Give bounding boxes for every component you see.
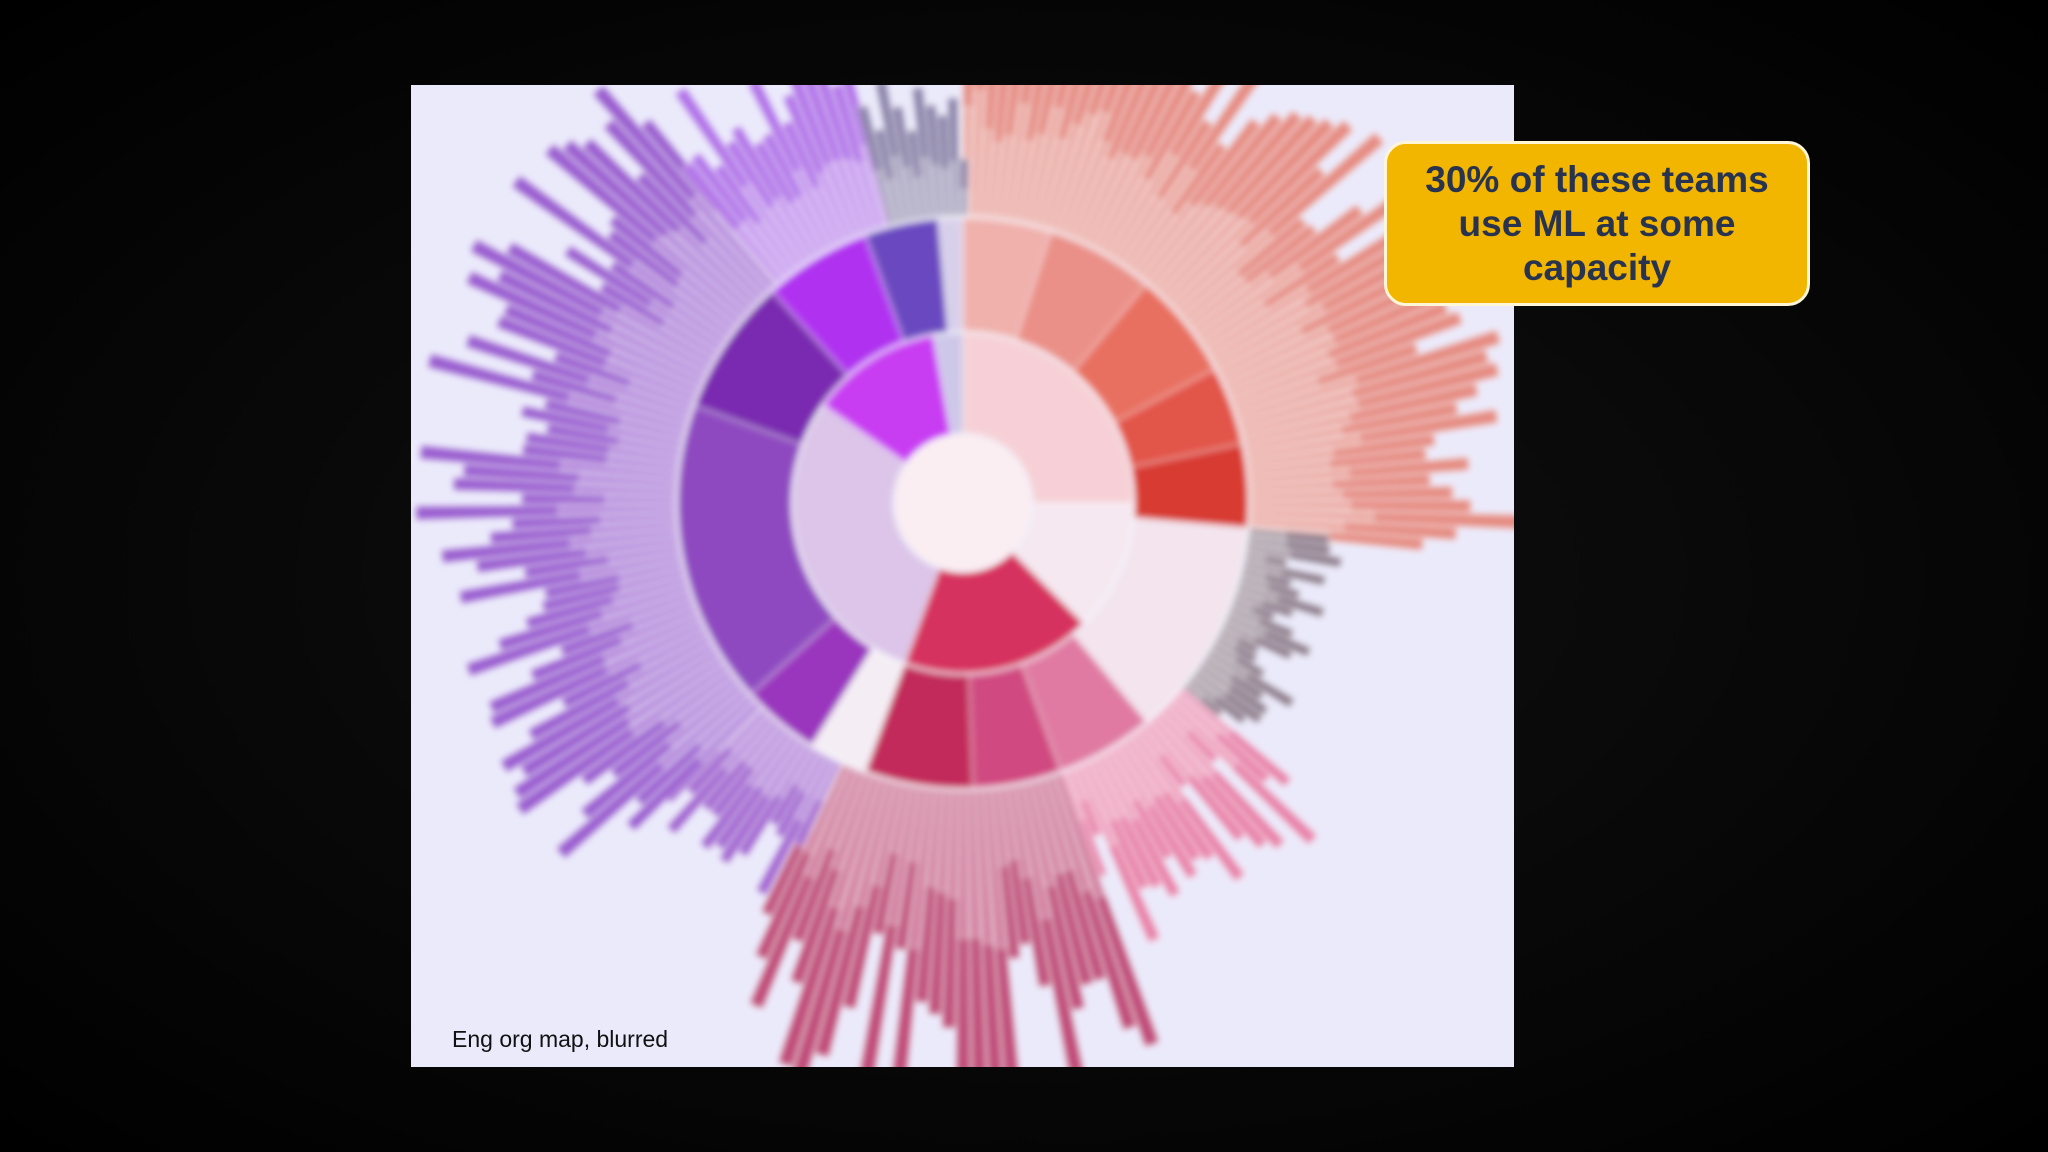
ring-outer-bar-shade (949, 162, 961, 217)
ring-middle-segment (937, 217, 964, 333)
sunburst-rings (414, 85, 1514, 1067)
ring-inner-segment (903, 551, 1085, 674)
ring-inner-segment (1011, 502, 1134, 625)
org-map-image: Eng org map, blurred (411, 85, 1514, 1067)
ring-inner-segment (962, 332, 1134, 504)
ring-inner-segment (792, 404, 941, 664)
callout-box: 30% of these teams use ML at some capaci… (1384, 141, 1810, 306)
center-hole (895, 435, 1031, 571)
callout-text: 30% of these teams use ML at some capaci… (1425, 158, 1769, 288)
ring-inner-segment (822, 334, 952, 464)
image-caption: Eng org map, blurred (452, 1026, 669, 1052)
ring-outer-bar-shade (958, 189, 969, 217)
ring-inner-segment (932, 332, 964, 435)
sunburst (414, 85, 1514, 1067)
